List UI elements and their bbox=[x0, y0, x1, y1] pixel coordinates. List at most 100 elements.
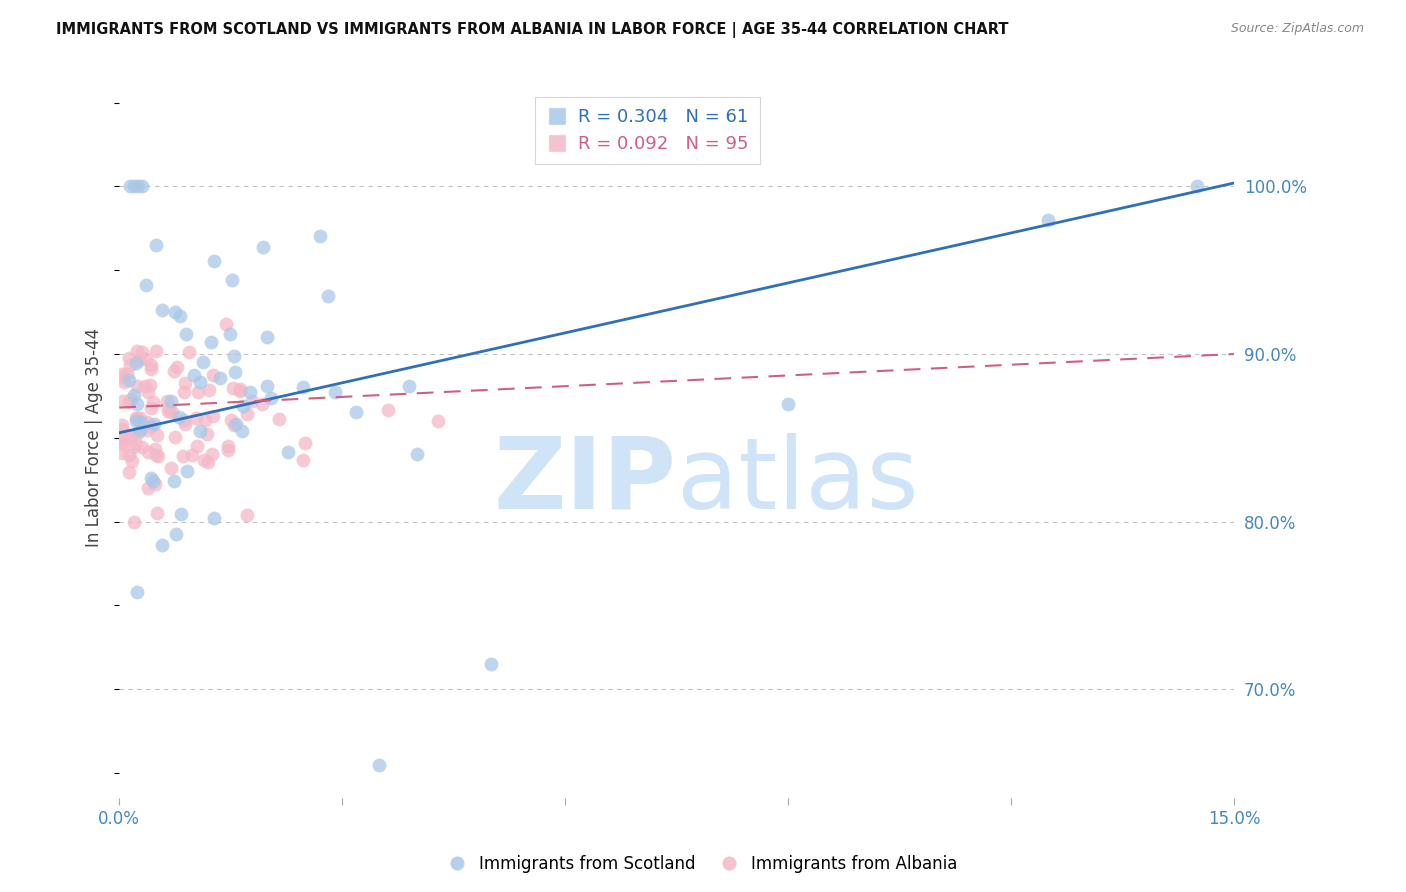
Point bbox=[127, 343, 149, 358]
Point bbox=[201, 447, 224, 461]
Point bbox=[208, 371, 231, 385]
Point bbox=[136, 481, 159, 495]
Point bbox=[110, 446, 132, 460]
Point bbox=[344, 405, 367, 419]
Point bbox=[160, 405, 183, 419]
Point bbox=[377, 403, 399, 417]
Point bbox=[156, 393, 179, 408]
Point bbox=[202, 511, 225, 525]
Point bbox=[1036, 213, 1059, 227]
Point bbox=[142, 475, 165, 489]
Point bbox=[142, 395, 165, 409]
Point bbox=[159, 461, 181, 475]
Point bbox=[143, 477, 166, 491]
Point bbox=[222, 349, 245, 363]
Point bbox=[122, 179, 145, 194]
Point bbox=[225, 417, 247, 431]
Point bbox=[202, 409, 225, 423]
Point bbox=[118, 465, 141, 479]
Point bbox=[128, 353, 150, 368]
Point bbox=[240, 393, 263, 408]
Point bbox=[131, 415, 153, 429]
Legend: Immigrants from Scotland, Immigrants from Albania: Immigrants from Scotland, Immigrants fro… bbox=[443, 848, 963, 880]
Point bbox=[163, 474, 186, 488]
Point bbox=[197, 455, 219, 469]
Point bbox=[173, 413, 195, 427]
Point bbox=[221, 272, 243, 286]
Point bbox=[316, 289, 339, 303]
Point bbox=[139, 401, 162, 415]
Point bbox=[112, 394, 135, 409]
Point bbox=[219, 412, 242, 426]
Point bbox=[118, 358, 141, 372]
Point bbox=[160, 394, 183, 409]
Point bbox=[136, 384, 159, 399]
Point bbox=[176, 464, 198, 478]
Point bbox=[181, 448, 204, 462]
Point bbox=[135, 277, 157, 292]
Point bbox=[165, 527, 187, 541]
Point bbox=[131, 179, 153, 194]
Point bbox=[125, 397, 148, 411]
Point bbox=[118, 394, 141, 409]
Point bbox=[174, 327, 197, 342]
Point bbox=[202, 254, 225, 268]
Point bbox=[128, 423, 150, 437]
Point bbox=[111, 370, 134, 384]
Point bbox=[194, 413, 217, 427]
Text: atlas: atlas bbox=[676, 433, 918, 530]
Point bbox=[170, 507, 193, 521]
Point bbox=[124, 414, 146, 428]
Point bbox=[260, 391, 283, 405]
Point bbox=[111, 436, 134, 450]
Point bbox=[186, 439, 208, 453]
Point bbox=[167, 409, 190, 424]
Point bbox=[143, 417, 166, 431]
Point bbox=[120, 179, 142, 194]
Point bbox=[172, 449, 194, 463]
Point bbox=[202, 368, 225, 383]
Point bbox=[200, 334, 222, 349]
Point bbox=[121, 454, 143, 468]
Point bbox=[198, 383, 221, 397]
Point bbox=[214, 318, 236, 332]
Point bbox=[228, 382, 250, 396]
Point bbox=[157, 403, 180, 417]
Point bbox=[131, 344, 153, 359]
Point bbox=[224, 366, 246, 380]
Point bbox=[294, 435, 316, 450]
Point bbox=[110, 422, 132, 436]
Point bbox=[150, 302, 173, 317]
Point bbox=[138, 378, 160, 392]
Point bbox=[256, 379, 278, 393]
Point bbox=[127, 584, 149, 599]
Point bbox=[152, 537, 174, 551]
Point bbox=[173, 385, 195, 400]
Point bbox=[174, 417, 197, 431]
Point bbox=[136, 423, 159, 437]
Point bbox=[131, 440, 153, 454]
Point bbox=[143, 442, 166, 456]
Point bbox=[127, 179, 149, 194]
Point bbox=[145, 449, 167, 463]
Point bbox=[139, 361, 162, 376]
Point bbox=[135, 415, 157, 429]
Point bbox=[173, 376, 195, 391]
Point bbox=[139, 471, 162, 485]
Point bbox=[291, 380, 314, 394]
Point bbox=[124, 515, 146, 529]
Point bbox=[368, 757, 391, 772]
Legend: R = 0.304   N = 61, R = 0.092   N = 95: R = 0.304 N = 61, R = 0.092 N = 95 bbox=[536, 97, 759, 164]
Point bbox=[128, 410, 150, 425]
Point bbox=[191, 355, 214, 369]
Point bbox=[118, 351, 141, 365]
Point bbox=[165, 305, 187, 319]
Point bbox=[127, 425, 149, 440]
Text: ZIP: ZIP bbox=[494, 433, 676, 530]
Point bbox=[252, 240, 274, 254]
Point bbox=[188, 425, 211, 439]
Point bbox=[406, 447, 429, 461]
Point bbox=[231, 424, 253, 438]
Point bbox=[222, 381, 245, 395]
Point bbox=[166, 359, 188, 374]
